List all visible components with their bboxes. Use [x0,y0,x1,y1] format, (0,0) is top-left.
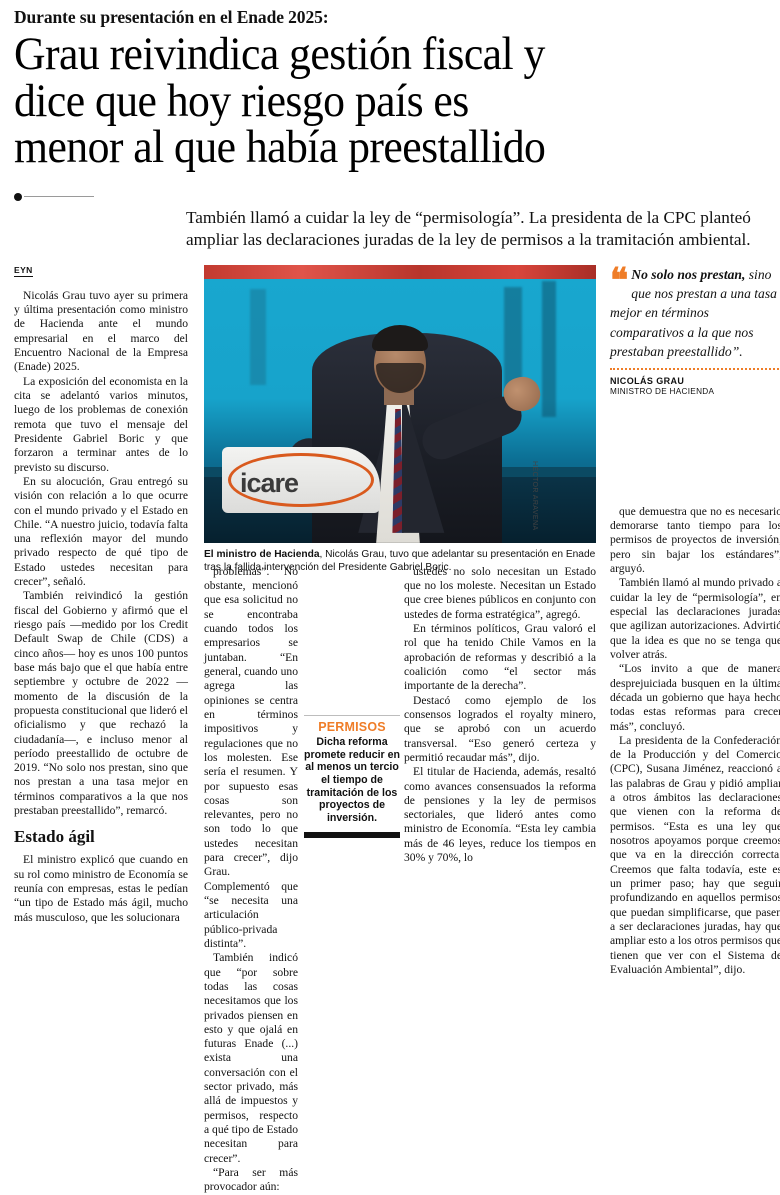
permisos-top-rule [304,714,400,716]
permisos-callout: PERMISOS Dicha reforma promete reducir e… [304,714,400,838]
caption-rest: , Nicolás Grau, tuvo que adelantar su pr… [204,548,596,574]
headline-line-2: dice que hoy riesgo país es [14,74,469,127]
column-3: ustedes no solo necesitan un Estado que … [404,565,596,866]
paragraph: Destacó como ejemplo de los consensos lo… [404,693,596,764]
photo-red-band [204,264,596,279]
article-subhead: También llamó a cuidar la ley de “permis… [186,207,751,249]
section-subhead: Estado ágil [14,827,95,847]
photo-caption: El ministro de Hacienda, Nicolás Grau, t… [204,548,596,575]
column-4: que demuestra que no es necesario demora… [610,505,780,977]
photo-tie [392,408,404,533]
paragraph: que demuestra que no es necesario demora… [610,504,780,576]
headline-line-1: Grau reivindica gestión fiscal y [14,28,545,81]
article-photo-block: icare HÉCTOR ARAVENA El ministro de Haci… [204,264,596,575]
headline-line-3: menor al que había preestallido [14,121,546,174]
paragraph: La presidenta de la Confederación de la … [610,733,780,976]
icare-logo-ring-icon [228,452,374,507]
paragraph: “Los invito a que de manera desprejuicia… [610,662,780,733]
photo-blur-right [542,280,556,417]
paragraph: También llamó al mundo privado a cuidar … [610,576,780,661]
quote-rest: sino que nos prestan a una tasa mejor en… [610,266,777,360]
paragraph: El ministro explicó que cuando en su rol… [14,853,188,924]
photo-blur-left [250,288,266,385]
column-2-narrow: problemas”. No obstante, mencionó que es… [204,565,298,1195]
bullet-dot-icon [14,192,22,201]
paragraph: El titular de Hacienda, además, resaltó … [404,765,596,865]
column-1: Nicolás Grau tuvo ayer su primera y últi… [14,289,188,925]
bullet-line [24,196,94,198]
byline: EYN [14,264,33,277]
paragraph: problemas”. No obstante, mencionó que es… [204,564,298,950]
permisos-body: Dicha reforma promete reducir en al meno… [304,735,400,825]
paragraph: También indicó que “por sobre todas las … [204,951,299,1165]
bullet-rule [14,192,766,201]
paragraph: “Para ser más provocador aún: [204,1165,298,1194]
paragraph: La exposición del economista en la cita … [14,374,188,474]
quote-divider [610,368,780,371]
quote-attribution-name: NICOLÁS GRAU [610,376,685,387]
caption-lead: El ministro de Hacienda [204,548,320,560]
article-kicker: Durante su presentación en el Enade 2025… [14,7,329,27]
paragraph: ustedes no solo necesitan un Estado que … [404,564,596,621]
quote-marks-icon: ❝ [610,262,628,300]
quote-attribution-role: MINISTRO DE HACIENDA [610,387,715,397]
permisos-bottom-bar [304,831,400,838]
quote-lead: No solo nos prestan, [631,266,746,282]
paragraph: También reivindicó la gestión fiscal del… [14,589,188,818]
paragraph: En su alocución, Grau entregó su visión … [14,474,188,589]
page-title: Grau reivindica gestión fiscal y dice qu… [14,31,762,171]
paragraph: Nicolás Grau tuvo ayer su primera y últi… [14,288,188,374]
pull-quote: ❝ No solo nos prestan, sino que nos pres… [610,262,780,397]
newspaper-page: Durante su presentación en el Enade 2025… [14,7,780,1193]
permisos-title: PERMISOS [318,719,386,734]
photo-credit: HÉCTOR ARAVENA [531,460,539,531]
icare-logo-text: icare [240,467,299,498]
photo-image: icare [204,264,596,543]
quote-text: No solo nos prestan, sino que nos presta… [610,265,780,361]
paragraph: En términos políticos, Grau valoró el ro… [404,622,596,693]
